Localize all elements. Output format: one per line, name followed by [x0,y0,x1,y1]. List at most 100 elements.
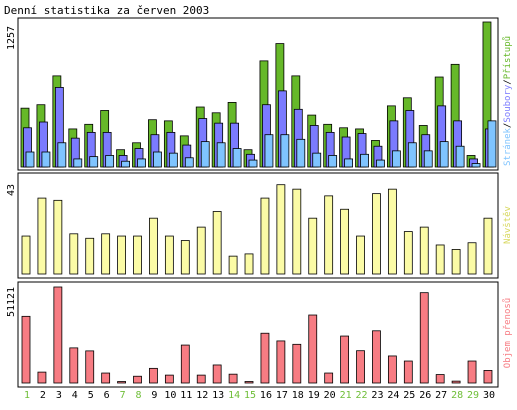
bar-pages-8 [137,158,146,168]
bar-visits-18 [292,188,302,275]
x-tick-day-20: 20 [324,390,336,401]
bar-pages-19 [312,152,322,168]
bar-pages-25 [407,142,417,168]
panel-hits-frame [17,17,499,171]
x-tick-day-2: 2 [40,390,46,401]
bar-traffic-5 [85,350,95,384]
x-tick-day-11: 11 [180,390,192,401]
bar-visits-1 [21,235,31,275]
x-tick-day-17: 17 [276,390,288,401]
bar-visits-21 [340,208,350,275]
bar-traffic-21 [340,335,350,384]
legend-part-3: / [503,79,513,84]
x-tick-day-24: 24 [387,390,399,401]
bar-visits-4 [69,233,79,275]
bar-pages-10 [168,152,178,168]
bar-traffic-18 [292,343,302,384]
bar-pages-4 [73,158,83,168]
bar-pages-14 [232,148,242,168]
x-tick-day-29: 29 [467,390,479,401]
x-tick-day-25: 25 [403,390,415,401]
x-tick-day-27: 27 [435,390,447,401]
bar-pages-27 [439,141,449,168]
chart-bars [20,21,497,384]
bar-pages-17 [280,134,290,168]
legend-part-4: Přístupů [502,36,513,79]
bar-traffic-20 [324,372,334,384]
bar-pages-5 [89,156,99,168]
x-tick-day-1: 1 [24,390,30,401]
bar-pages-20 [328,155,338,168]
x-tick-day-6: 6 [104,390,110,401]
bar-traffic-8 [133,375,142,384]
x-tick-day-16: 16 [260,390,272,401]
bar-visits-9 [149,217,158,275]
y-tick-label-2: 43 [6,184,17,196]
y-tick-label-3: 51121 [6,287,17,317]
bar-pages-18 [296,138,306,168]
bar-pages-16 [264,134,274,168]
bar-visits-6 [101,233,111,275]
bar-pages-21 [344,158,354,168]
bar-visits-3 [53,199,63,275]
panel-traffic-frame [17,281,499,388]
bar-visits-8 [133,235,142,275]
bar-traffic-28 [451,380,461,384]
bar-traffic-13 [212,364,222,384]
x-tick-day-4: 4 [72,390,78,401]
bar-traffic-26 [419,292,429,384]
legend-hits-panel: Stránek/Soubory/Přístupů [502,36,513,166]
bar-visits-19 [308,217,318,275]
chart-labels: 12574351121Stránek/Soubory/PřístupůNávšt… [6,26,513,401]
bar-pages-28 [455,145,465,168]
bar-traffic-7 [117,381,126,384]
bar-traffic-12 [196,374,206,384]
bar-visits-14 [228,255,238,275]
bar-visits-5 [85,237,95,275]
chart-title: Denní statistika za červen 2003 [4,4,209,17]
bar-pages-26 [423,150,433,168]
bar-visits-16 [260,197,270,275]
bar-visits-23 [372,193,381,275]
bar-traffic-3 [53,286,63,384]
bar-traffic-30 [483,370,493,384]
bar-traffic-23 [372,330,381,384]
legend-traffic: Objem přenosů [502,298,513,368]
x-tick-day-15: 15 [244,390,256,401]
bar-visits-22 [356,235,365,275]
x-tick-day-8: 8 [135,390,141,401]
bar-pages-12 [200,141,210,168]
x-tick-day-18: 18 [292,390,304,401]
bar-pages-7 [121,160,130,168]
x-tick-day-5: 5 [88,390,94,401]
bar-traffic-2 [37,371,47,384]
bar-pages-24 [391,150,401,168]
bar-visits-2 [37,197,47,275]
bar-traffic-27 [435,374,445,384]
bar-pages-22 [360,153,369,168]
x-tick-day-28: 28 [451,390,463,401]
x-tick-day-3: 3 [56,390,62,401]
bar-visits-15 [244,253,254,275]
bar-traffic-25 [403,360,413,384]
bar-pages-2 [41,151,51,168]
bar-pages-1 [25,151,35,168]
bar-visits-27 [435,244,445,275]
panel-visits-frame [17,172,499,279]
bar-pages-11 [184,157,194,168]
x-tick-day-14: 14 [228,390,240,401]
legend-part-0: Stránek [503,127,513,166]
x-tick-day-19: 19 [308,390,320,401]
bar-traffic-1 [21,315,31,384]
x-tick-day-13: 13 [212,390,224,401]
bar-visits-29 [467,242,477,275]
bar-visits-10 [164,235,174,275]
bar-traffic-11 [180,344,190,384]
x-tick-day-30: 30 [483,390,495,401]
bar-pages-6 [105,155,115,168]
bar-pages-15 [248,159,258,168]
bar-traffic-24 [387,355,397,384]
bar-pages-23 [376,159,385,168]
